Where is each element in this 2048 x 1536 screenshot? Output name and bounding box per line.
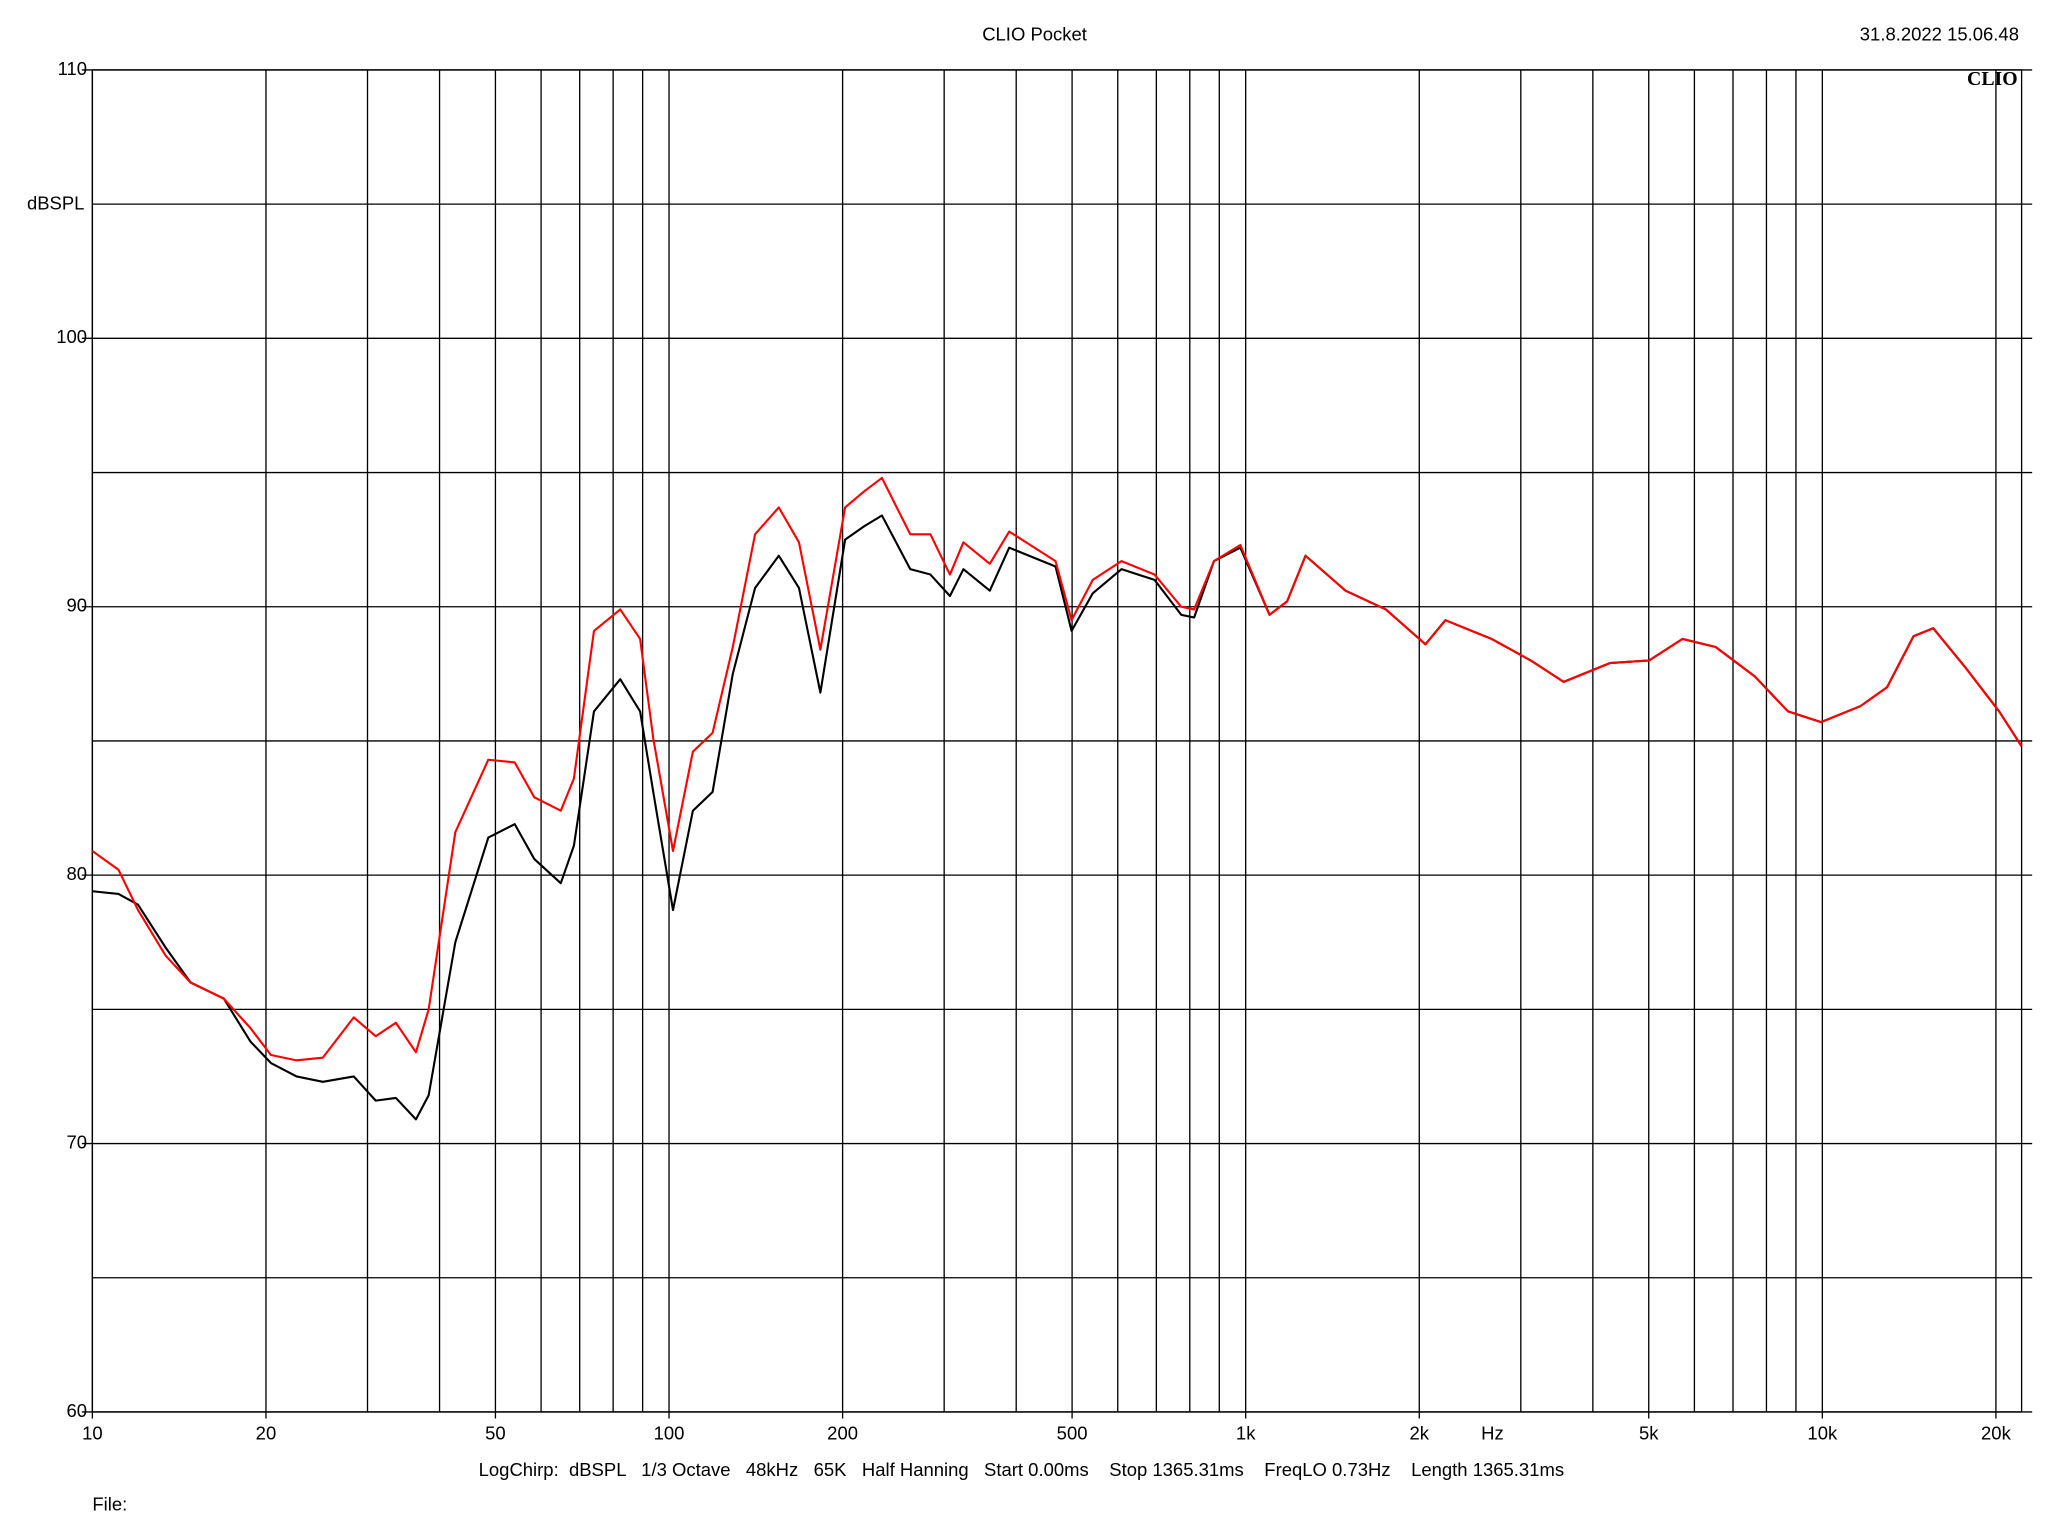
x-tick-label: 10	[82, 1422, 103, 1443]
timestamp: 31.8.2022 15.06.48	[1860, 24, 2019, 45]
info-line: LogChirp: dBSPL 1/3 Octave 48kHz 65K Hal…	[479, 1459, 1564, 1480]
y-axis-label: dBSPL	[27, 192, 85, 213]
x-tick-label: 50	[485, 1422, 506, 1443]
x-tick-label: 20k	[1981, 1422, 2012, 1443]
y-tick-label: 60	[67, 1400, 88, 1421]
logo: CLIO	[1967, 68, 2018, 90]
y-tick-label: 90	[67, 595, 88, 616]
y-tick-label: 100	[56, 326, 87, 347]
x-tick-label: 200	[827, 1422, 858, 1443]
y-tick-label: 110	[58, 58, 87, 79]
x-tick-label: 500	[1057, 1422, 1088, 1443]
x-axis-label: Hz	[1481, 1422, 1504, 1443]
chart-title: CLIO Pocket	[982, 24, 1087, 45]
file-label: File:	[92, 1494, 127, 1515]
data-line	[92, 514, 2023, 1121]
x-tick-label: 100	[654, 1422, 685, 1443]
y-tick-label: 70	[67, 1131, 88, 1152]
x-tick-label: 2k	[1410, 1422, 1430, 1443]
x-tick-label: 10k	[1807, 1422, 1838, 1443]
x-tick-label: 20	[256, 1422, 277, 1443]
data-line	[91, 476, 2023, 1062]
y-tick-label: 80	[67, 863, 88, 884]
x-tick-label: 5k	[1639, 1422, 1659, 1443]
x-tick-label: 1k	[1236, 1422, 1256, 1443]
